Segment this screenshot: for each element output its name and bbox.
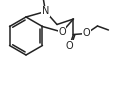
Text: N: N — [42, 7, 49, 16]
Text: O: O — [66, 41, 73, 51]
Text: O: O — [83, 29, 90, 39]
Text: O: O — [58, 27, 66, 37]
